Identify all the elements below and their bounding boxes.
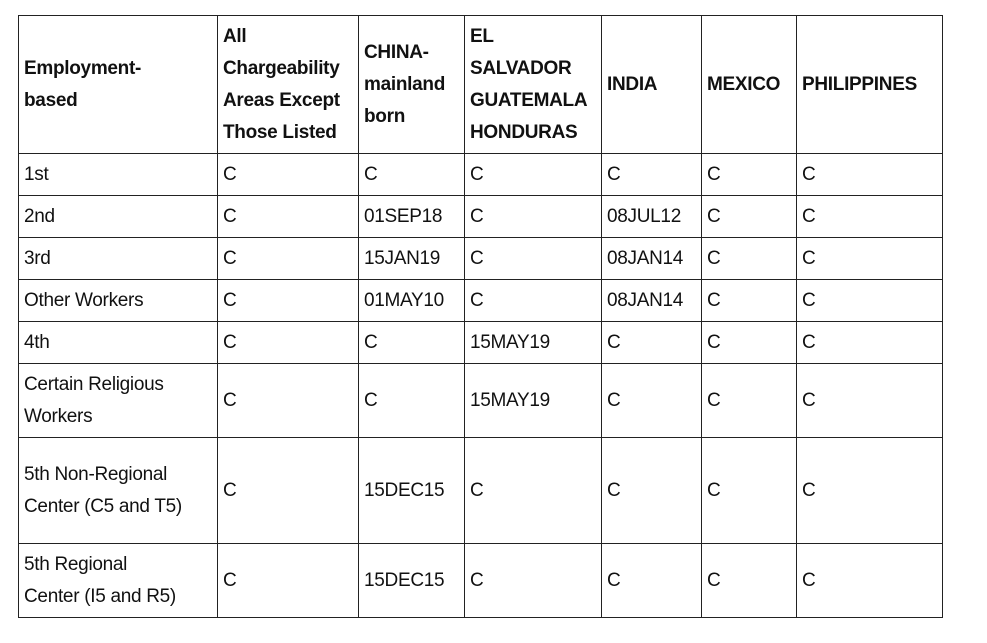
date-cell: C [601,363,702,438]
date-cell: C [796,153,943,196]
date-cell: 15MAY19 [464,363,602,438]
date-cell: C [701,437,797,544]
date-cell: C [796,437,943,544]
header-cell: INDIA [601,15,702,154]
date-cell: C [701,195,797,238]
date-cell: C [217,279,359,322]
date-cell: 15MAY19 [464,321,602,364]
date-cell: C [217,437,359,544]
date-cell: C [358,153,465,196]
table-row: 4th C C 15MAY19 C C C [18,321,943,364]
header-cell: MEXICO [701,15,797,154]
date-cell: C [217,321,359,364]
header-cell: EL SALVADOR GUATEMALA HONDURAS [464,15,602,154]
date-cell: C [464,153,602,196]
date-cell: 01SEP18 [358,195,465,238]
date-cell: C [701,237,797,280]
category-cell: 3rd [18,237,218,280]
category-cell: 4th [18,321,218,364]
header-cell: CHINA-mainland born [358,15,465,154]
date-cell: 08JAN14 [601,237,702,280]
table-row: 5th Non-Regional Center (C5 and T5) C 15DE… [18,437,943,544]
date-cell: C [601,543,702,618]
date-cell: 08JAN14 [601,279,702,322]
date-cell: C [358,321,465,364]
table-row: Certain Religious Workers C C 15MAY19 C C C [18,363,943,438]
date-cell: C [601,321,702,364]
table-row: 3rd C 15JAN19 C 08JAN14 C C [18,237,943,280]
header-row: Employment-based All Chargeability Areas… [18,15,943,154]
date-cell: C [464,279,602,322]
header-cell: All Chargeability Areas Except Those Lis… [217,15,359,154]
table-row: 1st C C C C C C [18,153,943,196]
date-cell: C [701,279,797,322]
date-cell: C [796,543,943,618]
header-cell: PHILIPPINES [796,15,943,154]
date-cell: C [701,543,797,618]
date-cell: C [601,437,702,544]
category-cell: 5th Regional Center (I5 and R5) [18,543,218,618]
date-cell: C [217,543,359,618]
category-cell: 1st [18,153,218,196]
date-cell: 15JAN19 [358,237,465,280]
date-cell: 01MAY10 [358,279,465,322]
date-cell: C [601,153,702,196]
date-cell: C [796,195,943,238]
date-cell: C [217,237,359,280]
date-cell: C [701,363,797,438]
header-cell: Employment-based [18,15,218,154]
date-cell: 15DEC15 [358,543,465,618]
category-cell: 5th Non-Regional Center (C5 and T5) [18,437,218,544]
table-row: 2nd C 01SEP18 C 08JUL12 C C [18,195,943,238]
date-cell: C [796,237,943,280]
category-cell: Other Workers [18,279,218,322]
date-cell: C [358,363,465,438]
date-cell: 15DEC15 [358,437,465,544]
date-cell: C [217,363,359,438]
category-cell: Certain Religious Workers [18,363,218,438]
date-cell: 08JUL12 [601,195,702,238]
date-cell: C [701,153,797,196]
category-cell: 2nd [18,195,218,238]
table-row: Other Workers C 01MAY10 C 08JAN14 C C [18,279,943,322]
date-cell: C [796,363,943,438]
date-cell: C [217,153,359,196]
date-cell: C [796,279,943,322]
table-row: 5th Regional Center (I5 and R5) C 15DEC15 C… [18,543,943,618]
date-cell: C [464,195,602,238]
date-cell: C [464,543,602,618]
visa-bulletin-table: Employment-based All Chargeability Areas… [18,15,943,618]
date-cell: C [701,321,797,364]
date-cell: C [464,437,602,544]
date-cell: C [796,321,943,364]
date-cell: C [464,237,602,280]
date-cell: C [217,195,359,238]
